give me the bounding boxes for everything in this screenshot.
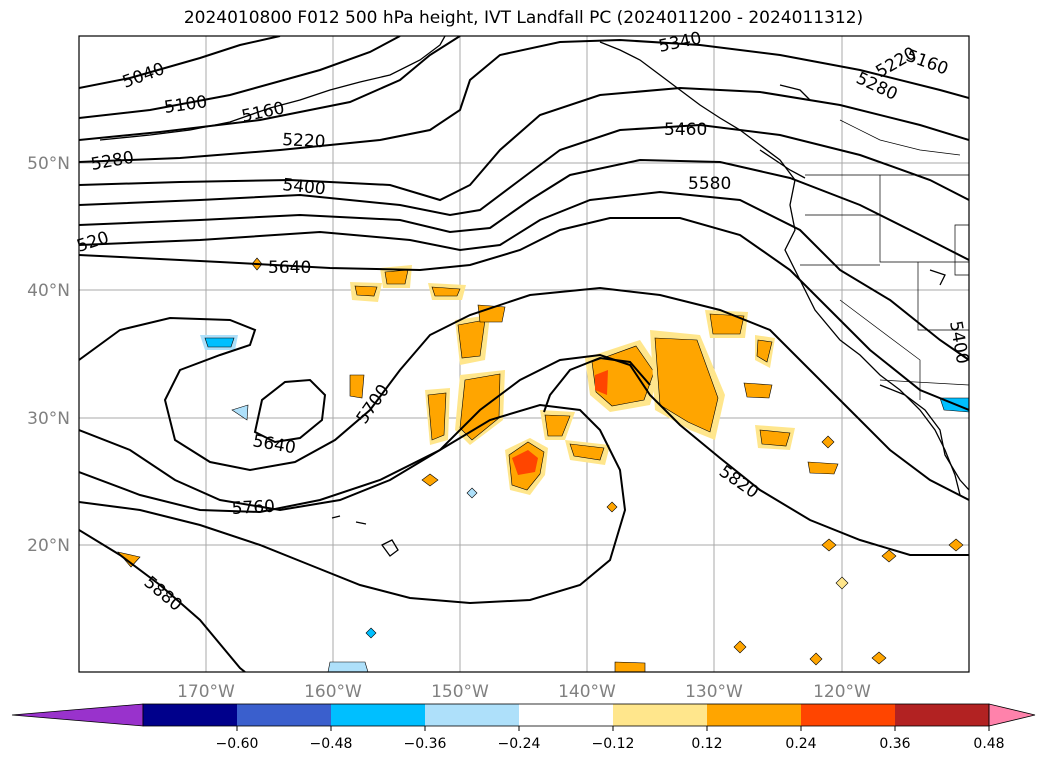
ivt-shading: [117, 257, 969, 672]
graticule: [79, 36, 969, 672]
colorbar-frame: [142, 703, 990, 727]
contour-label: 5220: [282, 130, 326, 152]
height-contours: [79, 36, 969, 672]
longitude-labels: 170°W 160°W 150°W 140°W 130°W 120°W: [177, 682, 871, 702]
contour-label: 5760: [231, 497, 275, 519]
colorbar-segment: [331, 704, 425, 726]
latitude-labels: 50°N 40°N 30°N 20°N: [27, 154, 70, 556]
colorbar-tick-label: −0.48: [310, 736, 353, 752]
map-frame: [78, 35, 970, 673]
lat-label: 20°N: [27, 536, 70, 556]
coastlines: [99, 36, 969, 557]
contour-label: 5640: [268, 258, 311, 278]
lon-label: 120°W: [813, 682, 871, 702]
colorbar-tick-label: 0.24: [785, 736, 816, 752]
colorbar-tick-label: −0.36: [404, 736, 447, 752]
lat-label: 50°N: [27, 154, 70, 174]
colorbar-tick-label: 0.12: [691, 736, 722, 752]
colorbar-segment: [519, 704, 613, 726]
colorbar-extension-right: [988, 703, 1036, 727]
lat-label: 40°N: [27, 281, 70, 301]
colorbar-segment: [425, 704, 519, 726]
colorbar-segment: [237, 704, 331, 726]
colorbar-tick-label: −0.24: [498, 736, 541, 752]
colorbar-segment: [143, 704, 237, 726]
lon-label: 150°W: [431, 682, 489, 702]
colorbar-segment: [613, 704, 707, 726]
lon-label: 140°W: [558, 682, 616, 702]
colorbar-segment: [895, 704, 989, 726]
colorbar-tick-label: −0.12: [592, 736, 635, 752]
lon-label: 170°W: [177, 682, 235, 702]
map-panel: [79, 36, 969, 672]
colorbar-extension-left: [11, 703, 144, 727]
colorbar-tick-label: 0.36: [879, 736, 910, 752]
colorbar: −0.60 −0.48 −0.36 −0.24 −0.12 0.12 0.24 0.36 0.4…: [11, 703, 1036, 752]
contour-label: 5580: [688, 174, 731, 194]
colorbar-segment: [707, 704, 801, 726]
political-borders: [800, 119, 969, 400]
contour-label: 5460: [664, 120, 707, 140]
contour-label: 5400: [281, 175, 326, 199]
lat-label: 30°N: [27, 409, 70, 429]
map-title: 2024010800 F012 500 hPa height, IVT Land…: [183, 8, 864, 28]
colorbar-tick-label: −0.60: [216, 736, 259, 752]
lon-label: 160°W: [304, 682, 362, 702]
colorbar-tick-label: 0.48: [973, 736, 1004, 752]
lon-label: 130°W: [685, 682, 743, 702]
colorbar-segment: [801, 704, 895, 726]
